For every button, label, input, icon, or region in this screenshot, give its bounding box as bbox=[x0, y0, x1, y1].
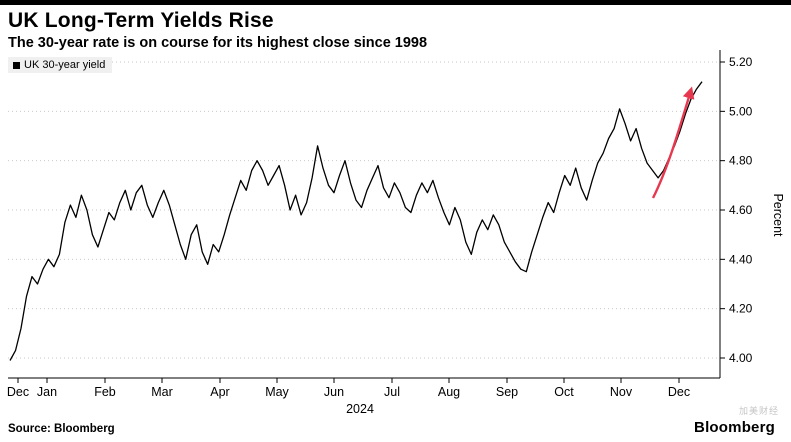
legend-swatch-icon bbox=[13, 61, 20, 69]
x-tick-label: Sep bbox=[496, 385, 518, 399]
y-tick-label: 5.00 bbox=[729, 104, 753, 118]
x-tick-label: Dec bbox=[668, 385, 690, 399]
y-tick-label: 5.20 bbox=[729, 55, 753, 69]
legend: UK 30-year yield bbox=[8, 57, 113, 73]
legend-label: UK 30-year yield bbox=[24, 59, 106, 71]
x-tick-label: Nov bbox=[610, 385, 633, 399]
x-tick-label: May bbox=[265, 385, 289, 399]
x-tick-label: Jan bbox=[37, 385, 57, 399]
bloomberg-logo: Bloomberg bbox=[694, 419, 775, 436]
y-tick-label: 4.40 bbox=[729, 252, 753, 266]
x-tick-label: Mar bbox=[151, 385, 173, 399]
y-tick-label: 4.80 bbox=[729, 154, 753, 168]
y-tick-label: 4.20 bbox=[729, 302, 753, 316]
chart-subtitle: The 30-year rate is on course for its hi… bbox=[8, 35, 428, 51]
y-tick-label: 4.00 bbox=[729, 351, 753, 365]
x-tick-label: Apr bbox=[210, 385, 229, 399]
x-tick-label: Dec bbox=[7, 385, 29, 399]
source-note: Source: Bloomberg bbox=[8, 423, 115, 435]
watermark: 加美财经 bbox=[738, 406, 779, 416]
x-tick-label: Jun bbox=[324, 385, 344, 399]
y-tick-label: 4.60 bbox=[729, 203, 753, 217]
axis-year-label: 2024 bbox=[346, 402, 374, 416]
top-border bbox=[0, 0, 791, 5]
x-tick-label: Feb bbox=[94, 385, 116, 399]
trend-arrow bbox=[651, 86, 695, 199]
yield-line bbox=[9, 81, 703, 361]
percent-axis-label: Percent bbox=[771, 193, 785, 237]
x-tick-label: Jul bbox=[384, 385, 400, 399]
chart-title: UK Long-Term Yields Rise bbox=[8, 9, 274, 32]
x-tick-label: Aug bbox=[438, 385, 460, 399]
x-tick-label: Oct bbox=[554, 385, 574, 399]
